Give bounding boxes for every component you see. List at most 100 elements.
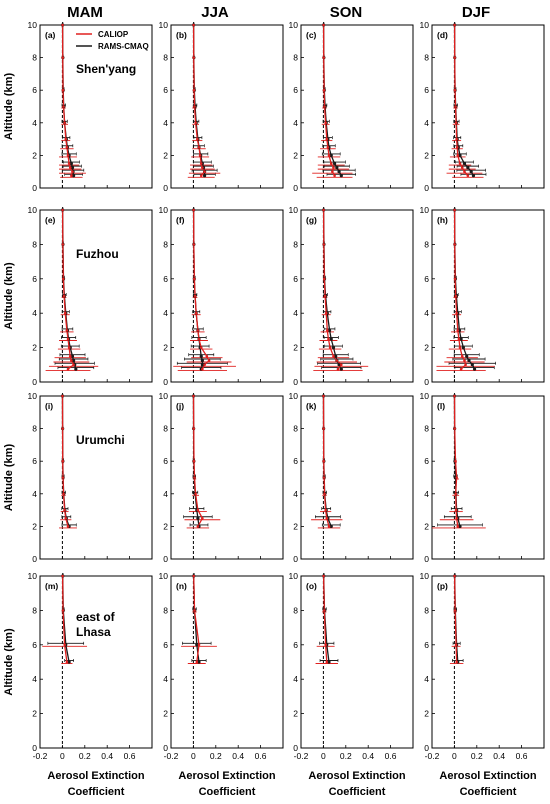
- caliop-point: [463, 359, 466, 362]
- caliop-point: [61, 277, 65, 281]
- rams-cmaq-point: [462, 161, 467, 166]
- caliop-point: [453, 208, 456, 212]
- y-tick-label: 10: [28, 391, 38, 401]
- y-tick-label: 6: [424, 274, 429, 284]
- caliop-point: [66, 367, 70, 371]
- y-tick-label: 2: [424, 709, 429, 719]
- caliop-point: [192, 394, 195, 398]
- caliop-point: [453, 56, 457, 59]
- panel-frame: [170, 395, 284, 560]
- x-tick-label: 0: [321, 751, 326, 761]
- caliop-point: [323, 105, 326, 108]
- caliop-point: [61, 56, 65, 59]
- caliop-point: [66, 337, 70, 341]
- y-tick-label: 10: [159, 20, 169, 30]
- y-tick-label: 8: [32, 239, 37, 249]
- caliop-point: [201, 516, 204, 520]
- y-tick-label: 2: [424, 150, 429, 160]
- y-tick-label: 6: [424, 85, 429, 95]
- y-tick-label: 6: [424, 640, 429, 650]
- caliop-point: [203, 363, 206, 367]
- rams-cmaq-point: [471, 174, 476, 178]
- caliop-point: [61, 243, 65, 246]
- y-tick-label: 4: [424, 308, 429, 318]
- panel-f: 0 2 4 6 8 10 (f): [159, 205, 284, 387]
- y-tick-label: 4: [293, 308, 298, 318]
- panel-frame: [39, 395, 153, 560]
- rams-cmaq-point: [199, 354, 203, 358]
- y-tick-label: 0: [293, 183, 298, 193]
- caliop-point: [327, 525, 331, 528]
- panel-h: 0 2 4 6 8 10 (h): [420, 205, 545, 387]
- y-tick-label: 4: [163, 489, 168, 499]
- city-name: east of: [76, 610, 116, 624]
- y-tick-label: 0: [163, 743, 168, 753]
- rams-cmaq-point: [470, 363, 474, 367]
- y-tick-label: 6: [293, 274, 298, 284]
- y-tick-label: 0: [293, 377, 298, 387]
- x-tick-label: 0.4: [232, 751, 244, 761]
- caliop-point: [335, 359, 339, 362]
- caliop-point: [199, 346, 203, 349]
- caliop-point: [61, 23, 64, 27]
- y-tick-label: 8: [424, 605, 429, 615]
- caliop-point: [325, 137, 329, 141]
- caliop-point: [71, 170, 74, 173]
- x-tick-label: 0.2: [471, 751, 483, 761]
- y-tick-label: 0: [32, 377, 37, 387]
- y-tick-label: 10: [289, 391, 299, 401]
- caliop-point: [70, 174, 73, 178]
- y-tick-label: 6: [32, 274, 37, 284]
- y-tick-label: 10: [28, 20, 38, 30]
- y-tick-label: 2: [163, 709, 168, 719]
- y-tick-label: 10: [420, 391, 430, 401]
- caliop-point: [194, 492, 197, 496]
- x-axis-label-line1: Aerosol Extinction: [439, 770, 536, 782]
- rams-cmaq-point: [469, 170, 473, 174]
- caliop-line: [193, 575, 200, 663]
- x-tick-label: -0.2: [294, 751, 309, 761]
- caliop-point: [322, 609, 326, 612]
- rams-cmaq-point: [333, 161, 337, 166]
- caliop-point: [192, 243, 196, 246]
- caliop-point: [61, 394, 64, 398]
- y-tick-label: 2: [163, 150, 168, 160]
- panel-frame: [170, 24, 284, 189]
- caliop-point: [194, 311, 198, 315]
- y-tick-label: 0: [32, 743, 37, 753]
- y-tick-label: 8: [293, 239, 298, 249]
- caliop-point: [327, 337, 330, 341]
- x-tick-label: 0.6: [124, 751, 136, 761]
- legend-label: CALIOP: [98, 30, 129, 39]
- caliop-point: [192, 427, 196, 430]
- caliop-point: [197, 337, 201, 341]
- caliop-point: [197, 643, 201, 647]
- panel-label: (m): [45, 581, 58, 591]
- caliop-point: [61, 88, 65, 92]
- caliop-point: [453, 23, 456, 27]
- caliop-point: [454, 492, 458, 496]
- panel-label: (p): [437, 581, 448, 591]
- x-axis-label-line2: Coefficient: [460, 786, 517, 798]
- caliop-point: [61, 208, 64, 212]
- y-tick-label: 8: [32, 53, 37, 63]
- caliop-point: [322, 427, 325, 430]
- caliop-point: [322, 574, 325, 578]
- rams-cmaq-point: [329, 524, 333, 529]
- caliop-point: [454, 643, 458, 647]
- caliop-point: [67, 162, 71, 165]
- caliop-point: [326, 329, 329, 332]
- y-tick-label: 10: [289, 571, 299, 581]
- caliop-point: [66, 525, 70, 528]
- caliop-point: [460, 354, 464, 358]
- rams-cmaq-point: [327, 328, 332, 332]
- y-tick-label: 4: [32, 674, 37, 684]
- caliop-point: [333, 174, 336, 178]
- city-name: Urumchi: [76, 433, 125, 447]
- y-tick-label: 4: [424, 674, 429, 684]
- caliop-point: [192, 459, 196, 463]
- caliop-point: [63, 508, 66, 512]
- caliop-point: [460, 166, 464, 169]
- caliop-point: [322, 277, 326, 281]
